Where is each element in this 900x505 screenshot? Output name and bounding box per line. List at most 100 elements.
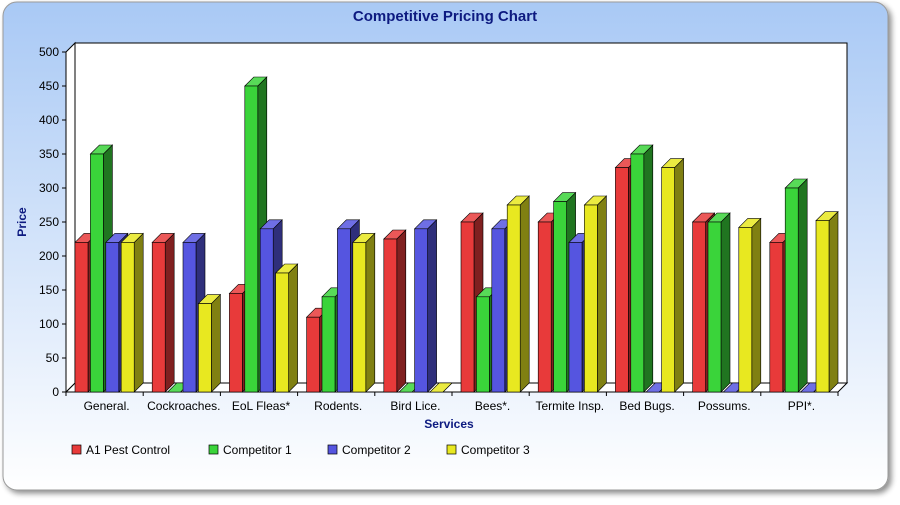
y-tick-label: 0 (52, 385, 59, 399)
bar-front (491, 228, 506, 393)
bar-side (427, 219, 437, 393)
bar-front (151, 242, 166, 393)
bar-front (692, 221, 706, 393)
bar-front (306, 316, 320, 393)
bar-front (414, 228, 428, 393)
legend-label: Competitor 1 (223, 443, 292, 457)
legend-swatch (327, 444, 338, 455)
x-tick-label: General. (84, 399, 130, 413)
bar-front (738, 227, 753, 393)
legend-swatch (446, 444, 457, 455)
legend-item: Competitor 1 (208, 443, 292, 457)
y-tick-label: 100 (39, 317, 59, 331)
bar-side (519, 195, 530, 393)
bar-front (784, 187, 799, 393)
bar-side (828, 210, 839, 393)
x-tick-label: Rodents. (314, 399, 362, 413)
y-tick-label: 350 (39, 147, 59, 161)
bar-front (259, 228, 274, 393)
bar (815, 210, 839, 393)
x-tick-label: Bees*. (475, 399, 510, 413)
bar-group (74, 144, 144, 393)
bar (120, 232, 144, 393)
bar-front (815, 220, 830, 393)
y-tick-label: 250 (39, 215, 59, 229)
bar (707, 212, 731, 393)
bar (274, 263, 299, 393)
x-tick-label: Possums. (698, 399, 751, 413)
y-axis: 0 50 100 150 200 250 300 350 400 450 500 (39, 45, 66, 399)
bar-group (537, 191, 608, 393)
bar-side (164, 232, 175, 393)
bar-front (476, 296, 490, 393)
bar-front (337, 228, 351, 393)
legend-swatch (208, 444, 219, 455)
bar (784, 178, 808, 393)
legend-label: A1 Pest Control (86, 443, 170, 457)
bar-front (383, 238, 398, 393)
legend-label: Competitor 3 (461, 443, 530, 457)
plot-left-wall (65, 41, 76, 394)
bar-front (460, 221, 475, 393)
bar-group (151, 232, 222, 393)
x-axis-label: Services (424, 417, 474, 431)
bar-front (584, 204, 598, 393)
bar-side (211, 293, 221, 393)
bar-front (630, 153, 645, 393)
bar-front (244, 85, 259, 393)
legend-item: Competitor 2 (327, 443, 411, 457)
bar-front (661, 167, 675, 393)
bar (429, 382, 453, 393)
bar-front (182, 242, 197, 393)
y-tick-label: 150 (39, 283, 59, 297)
legend-label: Competitor 2 (342, 443, 411, 457)
bar (583, 195, 608, 393)
bar-front (74, 242, 89, 393)
bar-group (305, 219, 376, 393)
bar-side (396, 229, 407, 393)
bar-group (769, 178, 839, 393)
bar (413, 219, 438, 393)
bar-front (553, 201, 567, 393)
bar-front (120, 242, 135, 393)
x-axis: General. Cockroaches. EoL Fleas* Rodents. Bi… (65, 392, 839, 413)
bar-group (691, 212, 762, 393)
bar (352, 232, 376, 393)
y-axis-label: Price (15, 207, 29, 237)
bar-front (229, 293, 243, 393)
bar-side (365, 232, 376, 393)
y-tick-label: 450 (39, 79, 59, 93)
bar-group (614, 144, 685, 393)
bar-top (429, 382, 453, 393)
bar (738, 217, 762, 393)
x-tick-label: PPI*. (788, 399, 815, 413)
bar-group (460, 195, 530, 393)
bar-front (615, 167, 629, 393)
x-tick-label: Cockroaches. (147, 399, 220, 413)
bar-side (720, 212, 731, 393)
bar-front (506, 204, 521, 393)
y-tick-label: 200 (39, 249, 59, 263)
y-tick-label: 500 (39, 45, 59, 59)
bar-side (643, 144, 654, 393)
bar-front (198, 303, 212, 393)
bar-front (105, 242, 120, 393)
bar-side (133, 232, 144, 393)
y-tick-label: 400 (39, 113, 59, 127)
bar-front (537, 221, 552, 393)
bar-front (321, 296, 336, 393)
bars (74, 76, 839, 393)
x-tick-label: Bird Lice. (390, 399, 440, 413)
bar-front (275, 272, 289, 393)
bar-side (674, 157, 684, 393)
y-tick-label: 50 (46, 351, 60, 365)
bar (630, 144, 654, 393)
bar-front (352, 242, 367, 393)
bar-group (228, 76, 299, 393)
bar-side (797, 178, 808, 393)
bar-front (568, 242, 583, 393)
x-tick-label: EoL Fleas* (232, 399, 291, 413)
x-tick-label: Termite Insp. (535, 399, 604, 413)
